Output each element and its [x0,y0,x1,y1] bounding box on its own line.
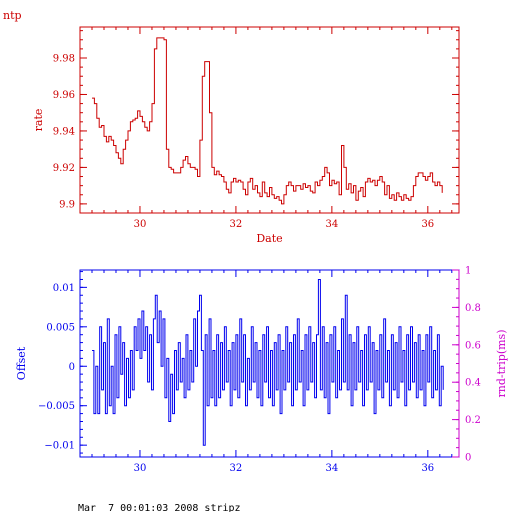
y-tick-label: 9.92 [53,163,75,174]
y-tick-label: 9.94 [53,126,75,137]
x-tick-label: 30 [134,463,147,474]
x-tick-label: 32 [230,463,243,474]
plot-frame [79,26,460,214]
y-tick-label: 0.01 [53,283,75,294]
y-axis-label: rate [32,109,45,132]
offset-chart: 30 32 34 36 −0.01 −0.005 0 0.005 0.01 0 0.2 0.4 0.6 0… [15,266,508,475]
y-right-tick-label: 0.8 [465,303,481,314]
y-tick-label: −0.01 [44,441,75,452]
timestamp-footer: Mar 7 00:01:03 2008 stripz [78,503,241,512]
x-tick-label: 36 [421,463,434,474]
chart-title: ntp [3,9,22,22]
y-tick-label: 0.005 [46,322,75,333]
rate-chart: 30 32 34 36 9.9 9.92 9.94 9.96 9.98 rate Date ntp [3,9,460,245]
y-right-tick-label: 0.2 [465,415,481,426]
plot-frame [79,269,460,458]
y-right-tick-label: 1 [465,266,471,277]
series-line [92,279,444,446]
y-axis-label: Offset [15,346,28,380]
y-tick-label: 9.98 [53,54,75,65]
series-line [92,37,443,205]
y-tick-label: 9.96 [53,90,75,101]
x-tick-label: 36 [421,219,434,230]
y-tick-label: 0 [69,362,75,373]
x-tick-label: 30 [134,219,147,230]
y-tick-label: −0.005 [38,401,75,412]
x-tick-label: 34 [325,219,338,230]
x-tick-label: 34 [325,463,338,474]
y-right-tick-label: 0 [465,453,471,464]
y-right-tick-label: 0.4 [465,378,481,389]
y-tick-label: 9.9 [59,199,75,210]
x-tick-label: 32 [230,219,243,230]
y-right-axis-label: rnd-trip(ms) [495,330,508,398]
y-right-tick-label: 0.6 [465,340,481,351]
x-axis-label: Date [256,232,282,245]
